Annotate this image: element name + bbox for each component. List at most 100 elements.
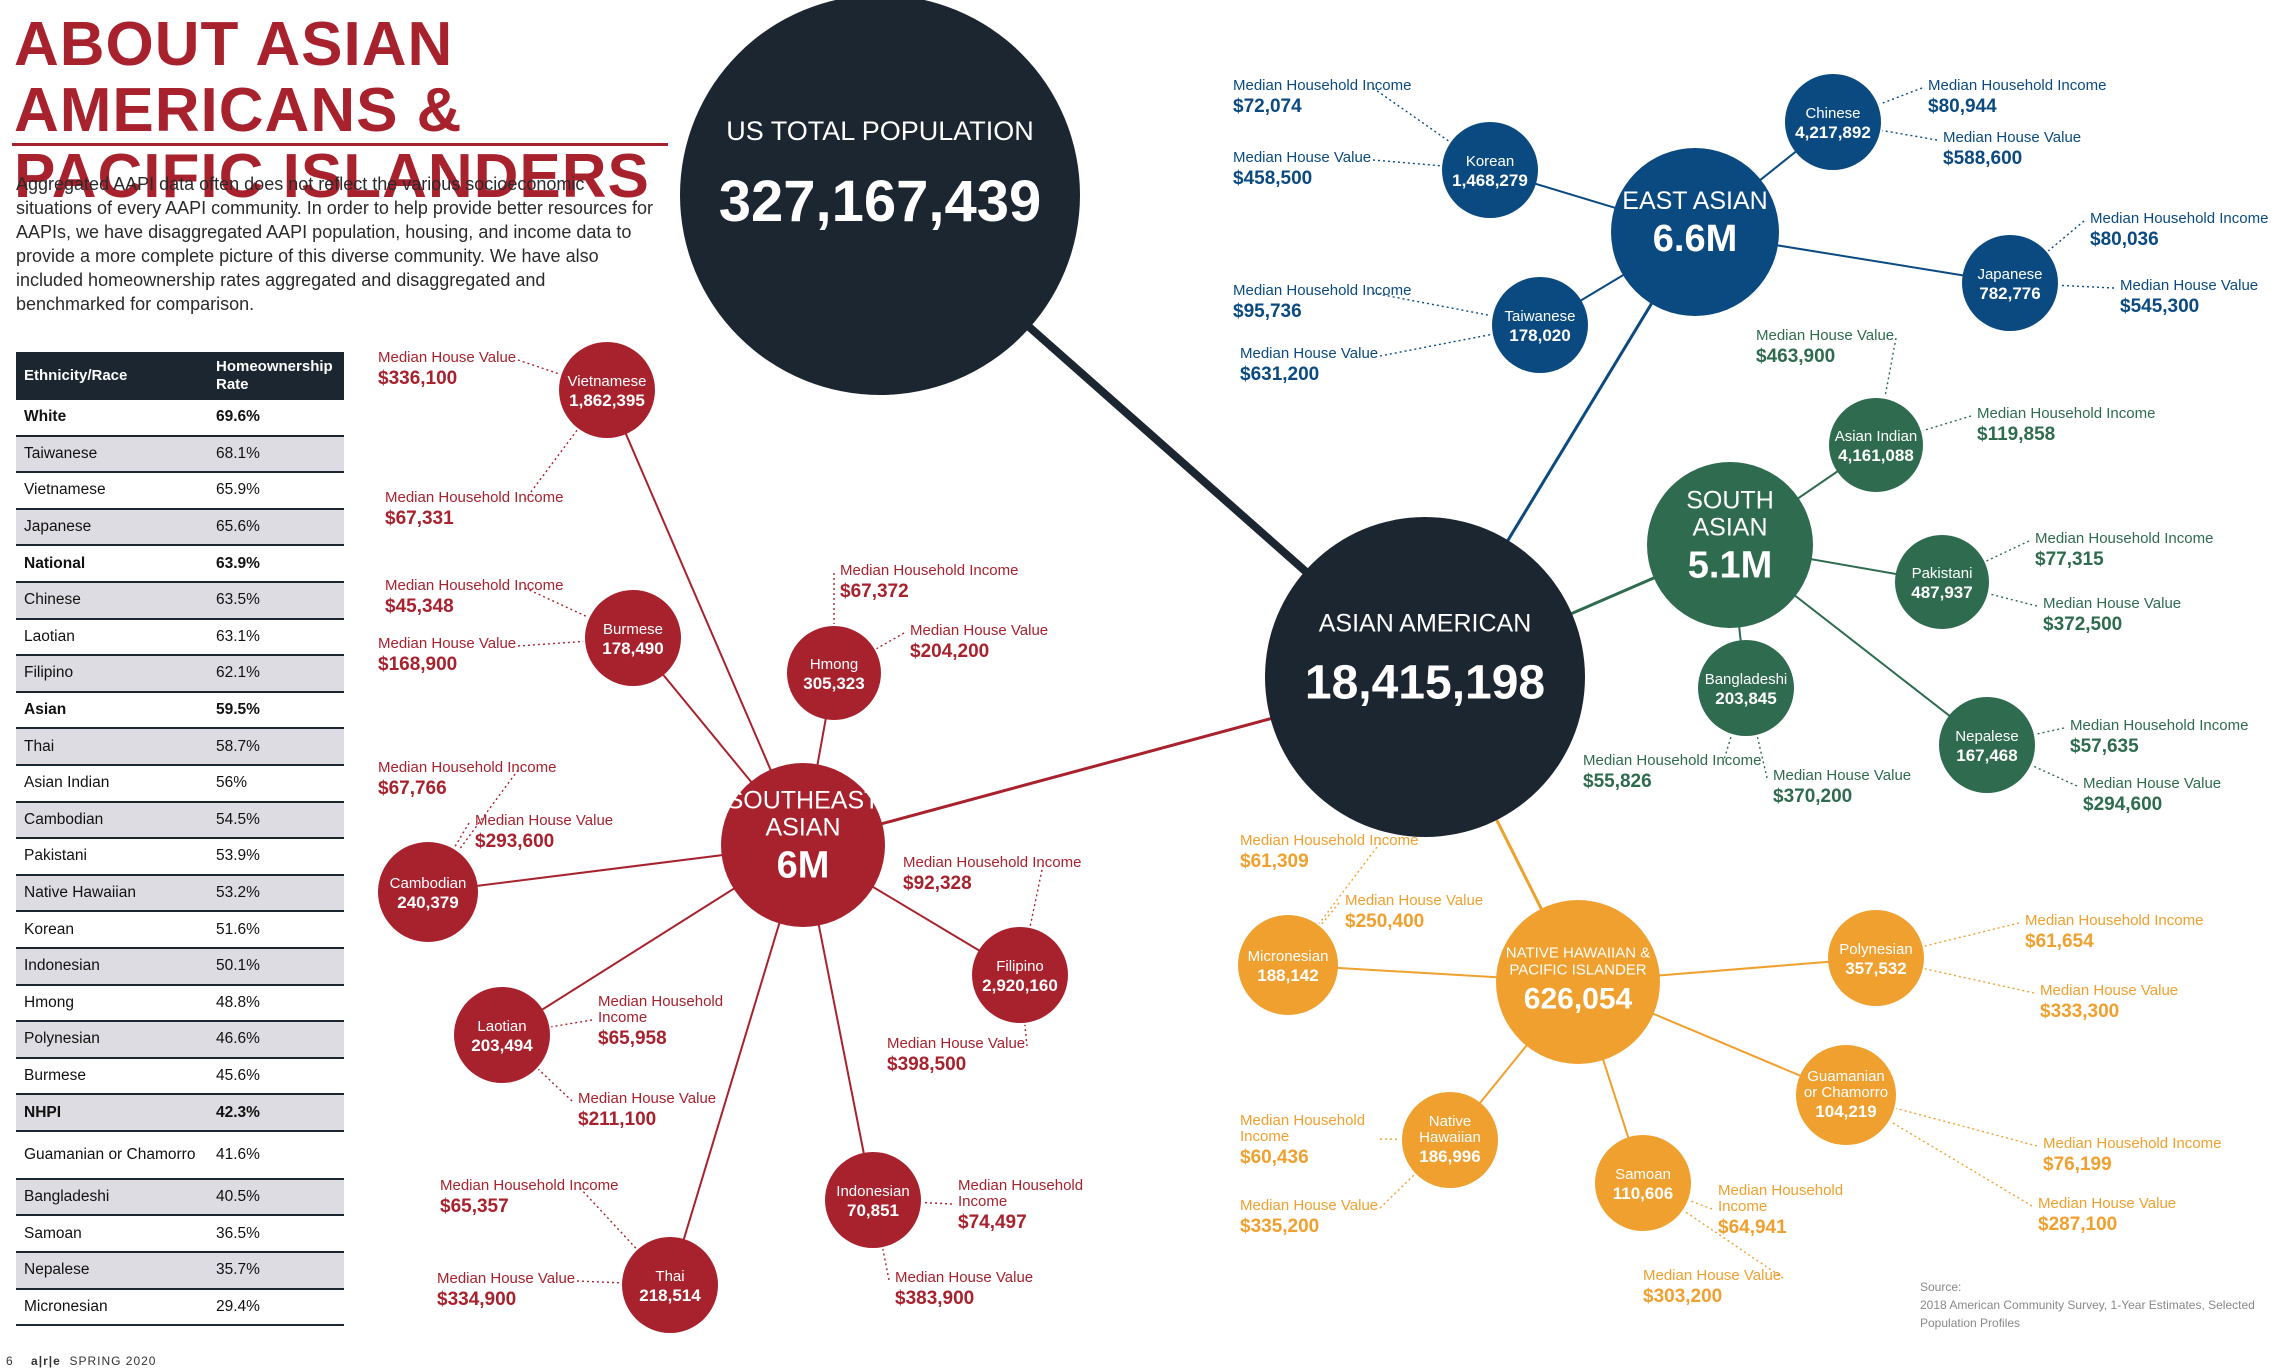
- annotation-value: $398,500: [887, 1054, 966, 1075]
- annotation-income: Median Household Income$65,958: [598, 993, 723, 1049]
- annotation-income: Median Household Income $67,372: [840, 562, 1018, 602]
- group-circle: [559, 342, 655, 438]
- group-name: Pakistani: [1912, 565, 1973, 582]
- group-population: 104,219: [1815, 1102, 1876, 1121]
- leader-line: [1379, 333, 1492, 357]
- group-name-line: Indonesian: [836, 1183, 909, 1200]
- leader-line: [1924, 922, 2020, 947]
- leader-line: [1024, 1024, 1028, 1047]
- group-circle: [622, 1237, 718, 1333]
- group-population: 188,142: [1257, 966, 1318, 985]
- leader-line: [876, 632, 905, 650]
- group-population: 178,020: [1509, 326, 1570, 345]
- annotation-label: Median House Value: [2120, 277, 2258, 294]
- rate-cell: 45.6%: [208, 1057, 344, 1096]
- annotation-label: Median Household Income: [958, 1177, 1083, 1210]
- source-text: 2018 American Community Survey, 1-Year E…: [1920, 1298, 2255, 1330]
- group-circle: [1796, 1045, 1896, 1145]
- annotation-value: $370,200: [1773, 786, 1852, 807]
- annotation-value: $45,348: [385, 596, 454, 617]
- annotation-value: $463,900: [1756, 346, 1835, 367]
- annotation-income: Median Household Income $80,036: [2090, 210, 2268, 250]
- annotation-label: Median Household Income: [903, 854, 1081, 871]
- annotation-label: Median House Value: [475, 812, 613, 829]
- annotation-value: $458,500: [1233, 168, 1312, 189]
- annotation-income: Median Household Income $80,944: [1928, 77, 2106, 117]
- leader-line: [2032, 765, 2078, 787]
- table-row: Pakistani 53.9%: [16, 838, 344, 876]
- table-row: Cambodian 54.5%: [16, 801, 344, 840]
- leader-line: [882, 1248, 890, 1281]
- annotation-value: $250,400: [1345, 911, 1424, 932]
- group-population: 357,532: [1845, 959, 1906, 978]
- node-circle: [1265, 517, 1585, 837]
- table-row: Chinese 63.5%: [16, 581, 344, 620]
- annotation-house-value: Median House Value $250,400: [1345, 892, 1483, 932]
- ethnicity-cell: Asian Indian: [16, 764, 208, 803]
- leader-line: [1689, 1199, 1713, 1210]
- table-header-ethnicity: Ethnicity/Race: [16, 352, 208, 400]
- annotation-income: Median Household Income $72,074: [1233, 77, 1411, 117]
- annotation-value: $303,200: [1643, 1286, 1722, 1307]
- annotation-label: Median House Value: [910, 622, 1048, 639]
- annotation-income: Median Household Income $95,736: [1233, 282, 1411, 322]
- leader-line: [1320, 902, 1340, 926]
- annotation-value: $336,100: [378, 368, 457, 389]
- leader-line: [517, 640, 584, 647]
- group-name: Burmese: [603, 621, 663, 638]
- rate-cell: 36.5%: [208, 1215, 344, 1254]
- annotation-value: $80,944: [1928, 96, 1997, 117]
- annotation-income: Median Household Income $61,309: [1240, 832, 1418, 872]
- annotation-label: Median House Value: [1643, 1267, 1781, 1284]
- issue-label: SPRING 2020: [69, 1354, 157, 1368]
- group-name-line: Japanese: [1977, 266, 2042, 283]
- rate-cell: 42.3%: [208, 1094, 344, 1132]
- leader-lines: [453, 87, 2115, 1284]
- group-name: Korean: [1466, 153, 1514, 170]
- table-row: Japanese 65.6%: [16, 508, 344, 547]
- annotation-label: Median Household Income: [385, 577, 563, 594]
- annotation-income: Median Household Income $119,858: [1977, 405, 2155, 445]
- group-circle: [1238, 915, 1338, 1015]
- annotation-value: $67,331: [385, 508, 454, 529]
- leader-line: [551, 1019, 593, 1028]
- annotation-value: $383,900: [895, 1288, 974, 1309]
- group-circle: [1698, 640, 1794, 736]
- ethnicity-cell: Thai: [16, 728, 208, 766]
- leader-line: [922, 1201, 953, 1205]
- group-name: Bangladeshi: [1705, 671, 1788, 688]
- group-population: 4,161,088: [1838, 446, 1914, 465]
- group-circle: [787, 626, 881, 720]
- annotation-value: $119,858: [1977, 424, 2055, 445]
- leader-line: [1989, 593, 2038, 607]
- leader-line: [1029, 864, 1044, 927]
- ethnicity-cell: Micronesian: [16, 1288, 208, 1327]
- rate-cell: 35.7%: [208, 1252, 344, 1290]
- ethnicity-cell: Korean: [16, 911, 208, 949]
- page-title: ABOUT ASIAN AMERICANS & PACIFIC ISLANDER…: [14, 10, 650, 211]
- annotation-label: Median Household Income: [385, 489, 563, 506]
- ethnicity-cell: Taiwanese: [16, 435, 208, 474]
- leader-line: [1372, 292, 1492, 317]
- leader-line: [517, 359, 560, 375]
- annotation-house-value: Median House Value $336,100: [378, 349, 516, 389]
- annotation-value: $631,200: [1240, 364, 1319, 385]
- table-row: Korean 51.6%: [16, 911, 344, 949]
- group-name-line: Hmong: [810, 656, 858, 673]
- group-name: Taiwanese: [1505, 308, 1576, 325]
- node-label: ASIAN AMERICAN: [1319, 609, 1532, 637]
- annotation-income: Median Household Income $77,315: [2035, 530, 2213, 570]
- hub-value: 6M: [777, 845, 830, 887]
- annotation-label: Median House Value: [378, 349, 516, 366]
- group-name-line: Guamanian: [1807, 1068, 1885, 1085]
- annotation-house-value: Median House Value $168,900: [378, 635, 516, 675]
- group-name-line: Taiwanese: [1505, 308, 1576, 325]
- group-circle: [1785, 74, 1881, 170]
